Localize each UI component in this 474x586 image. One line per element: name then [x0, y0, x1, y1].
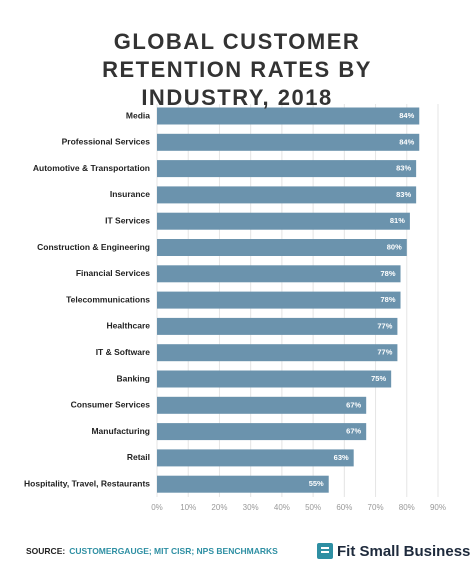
bar: [157, 239, 407, 256]
x-tick-label: 10%: [180, 503, 196, 512]
category-label: Healthcare: [107, 321, 151, 331]
value-label: 80%: [387, 242, 402, 251]
brand-icon-detail: [321, 547, 329, 549]
category-label: Banking: [116, 373, 150, 383]
source-label: SOURCE:: [26, 546, 65, 556]
category-label: Hospitality, Travel, Restaurants: [24, 478, 150, 488]
category-label: Retail: [127, 452, 150, 462]
x-tick-label: 40%: [274, 503, 290, 512]
source-text: CUSTOMERGAUGE; MIT CISR; NPS BENCHMARKS: [69, 546, 278, 556]
value-label: 81%: [390, 216, 405, 225]
x-tick-label: 70%: [368, 503, 384, 512]
x-tick-label: 50%: [305, 503, 321, 512]
category-label: Manufacturing: [91, 426, 150, 436]
value-label: 63%: [334, 453, 349, 462]
chart-title: GLOBAL CUSTOMER RETENTION RATES BY INDUS…: [102, 29, 372, 110]
brand: Fit Small Business: [337, 543, 470, 560]
brand-icon-detail: [321, 551, 329, 553]
bar: [157, 133, 420, 151]
value-label: 55%: [309, 479, 324, 488]
category-label: IT & Software: [96, 347, 151, 357]
bar: [157, 186, 417, 204]
x-tick-label: 80%: [399, 503, 415, 512]
source: SOURCE: CUSTOMERGAUGE; MIT CISR; NPS BENC…: [26, 546, 278, 556]
bar: [157, 160, 417, 178]
category-label: Consumer Services: [71, 400, 151, 410]
value-label: 75%: [371, 374, 386, 383]
category-label: Telecommunications: [66, 294, 150, 304]
bar: [157, 291, 401, 309]
category-label: IT Services: [105, 215, 150, 225]
category-label: Automotive & Transportation: [33, 163, 150, 173]
category-label: Professional Services: [62, 137, 151, 147]
value-label: 77%: [377, 321, 392, 330]
x-tick-label: 20%: [211, 503, 227, 512]
value-label: 84%: [399, 111, 414, 120]
x-tick-label: 30%: [243, 503, 259, 512]
bar: [157, 370, 392, 388]
value-label: 67%: [346, 400, 361, 409]
x-tick-label: 60%: [336, 503, 352, 512]
value-label: 78%: [381, 295, 396, 304]
bar: [157, 449, 354, 467]
bar: [157, 107, 420, 125]
value-label: 67%: [346, 427, 361, 436]
bar: [157, 423, 367, 441]
bar: [157, 475, 329, 493]
x-tick-label: 90%: [430, 503, 446, 512]
x-tick-label: 0%: [151, 503, 163, 512]
bar: [157, 344, 398, 362]
category-label: Insurance: [110, 189, 150, 199]
bar: [157, 396, 367, 414]
value-label: 83%: [396, 190, 411, 199]
category-label: Construction & Engineering: [37, 242, 150, 252]
value-label: 77%: [377, 348, 392, 357]
bar: [157, 212, 410, 230]
value-label: 83%: [396, 164, 411, 173]
category-label: Financial Services: [76, 268, 150, 278]
value-label: 78%: [381, 269, 396, 278]
bar: [157, 265, 401, 283]
bar: [157, 317, 398, 335]
category-label: Media: [126, 110, 150, 120]
value-label: 84%: [399, 137, 414, 146]
